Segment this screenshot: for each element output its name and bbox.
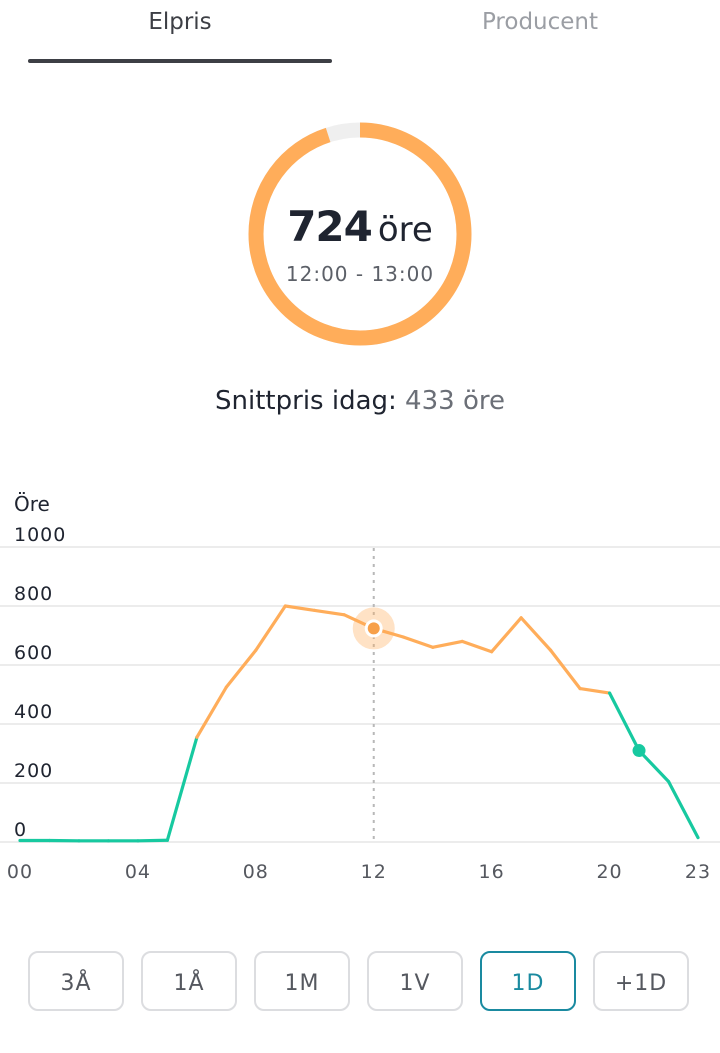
data-point-2	[77, 839, 81, 843]
data-point-22	[667, 780, 671, 784]
current-price: 724 öre	[0, 202, 720, 251]
data-point-23	[696, 836, 700, 840]
y-tick-label-800: 800	[14, 583, 53, 605]
data-point-10	[313, 608, 317, 612]
average-price: Snittpris idag: 433 öre	[0, 386, 720, 416]
x-tick-labels: 00 04 08 12 16 20 23	[7, 861, 711, 883]
tab-producent[interactable]: Producent	[481, 9, 599, 35]
series-segment-20	[607, 691, 641, 753]
series-segment-18	[549, 648, 582, 691]
data-point-15	[460, 639, 464, 643]
series-segment-6	[195, 685, 228, 739]
series-segment-9	[283, 604, 317, 613]
tab-elpris[interactable]: Elpris	[148, 9, 212, 35]
data-point-9	[283, 604, 287, 608]
y-tick-labels: 0 200 400 600 800 1000	[14, 524, 66, 841]
x-tick-label-23: 23	[685, 861, 711, 883]
gauge-ring	[248, 122, 472, 346]
data-point-5	[165, 838, 169, 842]
range-button-1w[interactable]: 1V	[367, 951, 463, 1011]
y-tick-label-1000: 1000	[14, 524, 66, 546]
y-tick-label-400: 400	[14, 701, 53, 723]
data-point-4	[136, 839, 140, 843]
data-point-19	[578, 687, 582, 691]
y-tick-label-200: 200	[14, 760, 53, 782]
data-point-7	[224, 685, 228, 689]
data-point-14	[431, 645, 435, 649]
current-price-unit: öre	[377, 210, 433, 250]
data-point-1	[47, 839, 51, 843]
series-segment-10	[313, 608, 346, 617]
data-point-8	[254, 648, 258, 652]
average-price-value: 433 öre	[405, 386, 505, 416]
series-segment-21	[637, 748, 671, 784]
price-chart[interactable]: Öre 0 200 400 600 800 1000 00 04 08 12 16 20 23	[0, 480, 720, 890]
current-price-value: 724	[287, 202, 373, 251]
range-button-next-day[interactable]: +1D	[593, 951, 689, 1011]
data-point-16	[490, 650, 494, 654]
series-segment-7	[224, 648, 258, 689]
x-tick-label-00: 00	[7, 861, 33, 883]
x-tick-label-20: 20	[596, 861, 622, 883]
series-segment-5	[165, 735, 199, 842]
gauge-fill	[248, 122, 472, 346]
x-tick-label-12: 12	[361, 861, 387, 883]
data-point-17	[519, 616, 523, 620]
y-tick-label-600: 600	[14, 642, 53, 664]
x-tick-label-16: 16	[479, 861, 505, 883]
data-point-11	[342, 613, 346, 617]
y-axis-label: Öre	[14, 492, 50, 516]
series-segment-22	[666, 779, 700, 840]
range-selector: 3Å 1Å 1M 1V 1D +1D	[0, 951, 720, 1013]
chart-grid	[0, 546, 720, 843]
range-button-3y[interactable]: 3Å	[28, 951, 124, 1011]
y-tick-label-0: 0	[14, 819, 27, 841]
series-segment-16	[490, 616, 523, 654]
range-button-1y[interactable]: 1Å	[141, 951, 237, 1011]
series-segment-13	[401, 635, 435, 649]
price-series	[18, 604, 700, 843]
series-segment-4	[136, 838, 169, 843]
selected-point	[367, 622, 380, 635]
tab-bar: Elpris Producent	[0, 0, 720, 64]
data-point-0	[18, 839, 22, 843]
series-segment-17	[519, 616, 553, 652]
data-point-13	[401, 635, 405, 639]
data-point-20	[608, 691, 612, 695]
series-segment-19	[578, 687, 612, 695]
price-gauge: 724 öre 12:00 - 13:00	[0, 110, 720, 380]
x-tick-label-04: 04	[125, 861, 151, 883]
series-segment-8	[254, 604, 287, 652]
data-point-3	[106, 839, 110, 843]
average-price-label: Snittpris idag:	[215, 386, 397, 416]
active-tab-indicator	[28, 59, 332, 63]
series-segment-14	[431, 639, 464, 649]
range-button-1d[interactable]: 1D	[480, 951, 576, 1011]
series-segment-15	[460, 639, 494, 654]
data-point-18	[549, 648, 553, 652]
data-point-6	[195, 735, 199, 739]
range-button-1m[interactable]: 1M	[254, 951, 350, 1011]
hour-marker-point	[632, 744, 646, 758]
chart-markers	[352, 607, 646, 758]
x-tick-label-08: 08	[243, 861, 269, 883]
current-price-time-range: 12:00 - 13:00	[285, 262, 435, 286]
